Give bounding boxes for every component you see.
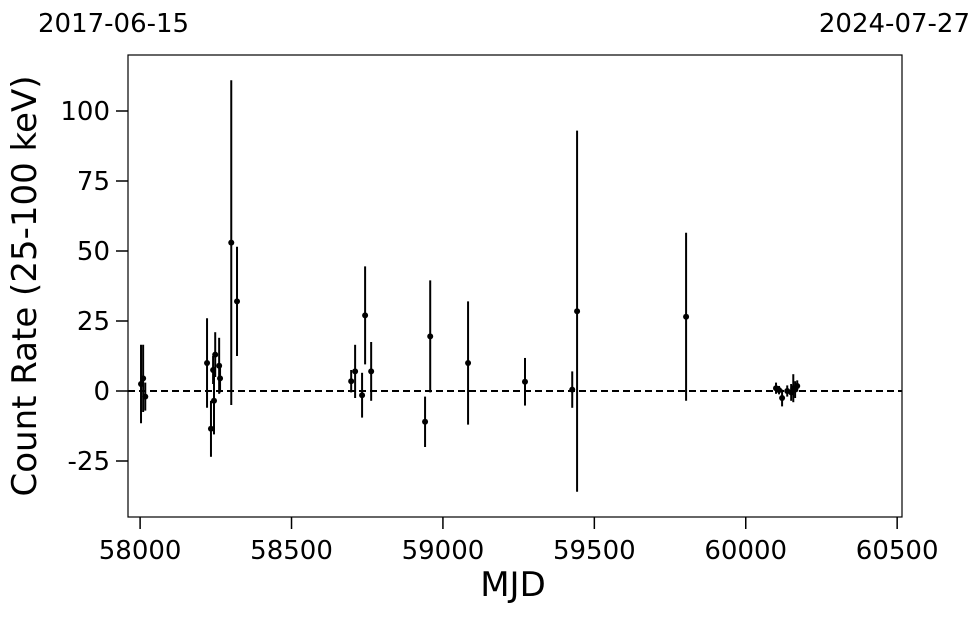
data-point <box>207 425 214 432</box>
x-tick-label: 58000 <box>99 536 182 566</box>
data-point <box>204 360 211 366</box>
data-point <box>569 386 576 393</box>
data-point <box>212 351 219 358</box>
data-point <box>779 395 786 401</box>
start-date: 2017-06-15 <box>38 9 189 39</box>
data-point <box>683 313 690 320</box>
data-point <box>228 239 235 246</box>
data-point <box>521 378 528 385</box>
data-point <box>211 397 217 404</box>
plot-frame <box>127 54 903 518</box>
y-tick-label: 25 <box>77 307 110 337</box>
data-point <box>352 368 359 375</box>
data-point <box>234 298 241 305</box>
data-point <box>368 368 375 375</box>
y-tick-label: -25 <box>68 447 110 477</box>
data-point <box>217 375 224 382</box>
x-tick-label: 60000 <box>704 536 787 566</box>
y-tick-label: 100 <box>60 97 110 127</box>
data-point <box>140 375 147 382</box>
x-tick-label: 59000 <box>402 536 485 566</box>
end-date: 2024-07-27 <box>819 9 970 39</box>
x-tick-label: 59500 <box>553 536 636 566</box>
data-point <box>574 308 581 315</box>
data-point <box>776 387 783 394</box>
x-tick-label: 60500 <box>856 536 939 566</box>
y-tick-label: 0 <box>93 377 110 407</box>
y-tick-label: 50 <box>77 237 110 267</box>
data-point <box>359 392 366 399</box>
x-axis-label: MJD <box>480 565 546 605</box>
data-point <box>142 393 149 400</box>
data-point <box>465 360 472 366</box>
data-point <box>794 382 801 389</box>
y-axis-label: Count Rate (25-100 keV) <box>5 76 45 497</box>
x-tick-label: 58500 <box>250 536 333 566</box>
data-point <box>348 378 355 385</box>
data-point <box>427 333 434 340</box>
y-tick-label: 75 <box>77 167 110 197</box>
data-point <box>362 312 369 319</box>
data-point <box>422 418 429 425</box>
